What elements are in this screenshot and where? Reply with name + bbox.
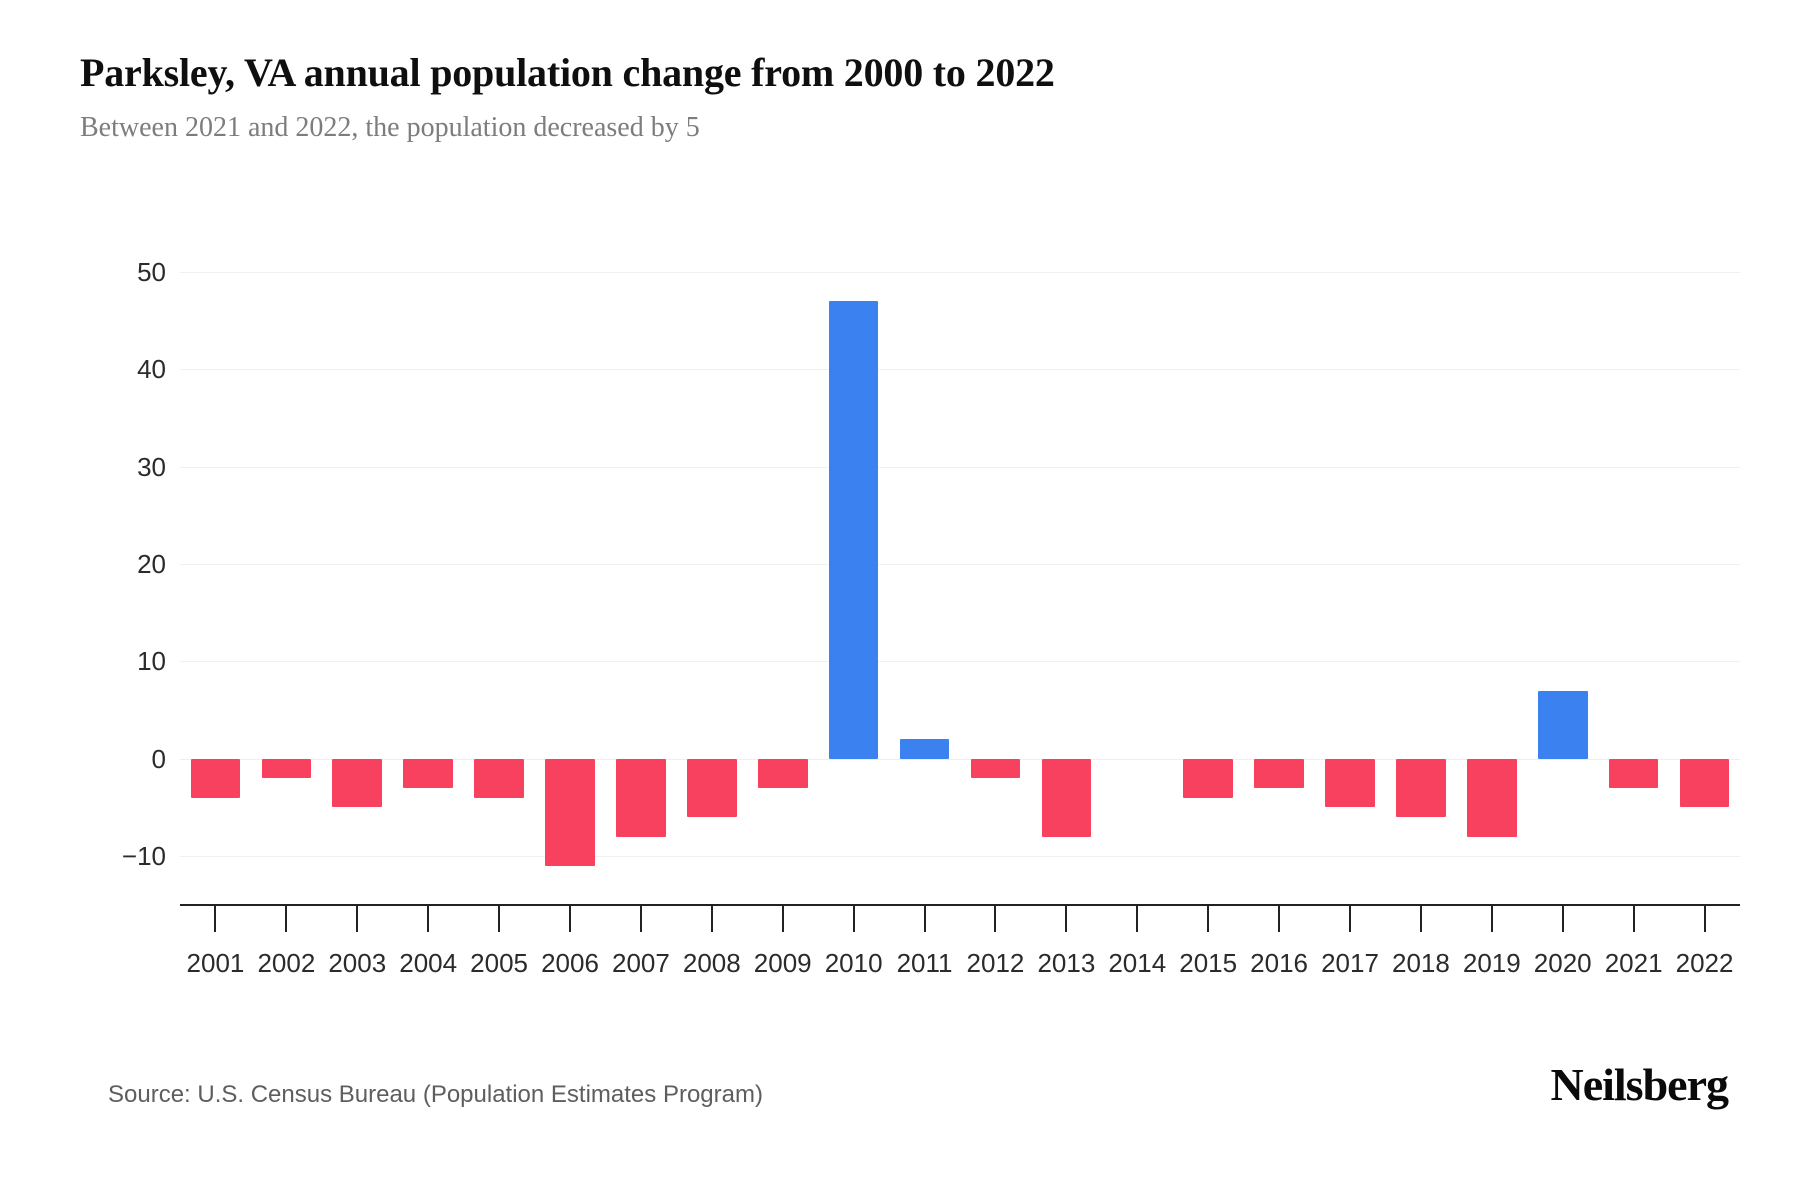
gridline: [180, 564, 1740, 565]
gridline: [180, 758, 1740, 760]
x-axis-tick: [781, 906, 784, 932]
x-axis-tick: [1632, 906, 1635, 932]
bar-2013[interactable]: [1041, 758, 1092, 837]
x-axis-tick-label: 2004: [399, 948, 458, 978]
x-axis-tick-label: 2018: [1391, 948, 1450, 978]
y-axis-tick-label: 20: [137, 549, 166, 579]
x-axis-tick: [214, 906, 217, 932]
y-axis-tick-label: 10: [137, 646, 166, 677]
x-axis-tick-label: 2006: [541, 948, 599, 978]
x-axis-tick: [1703, 906, 1706, 932]
x-axis-tick: [498, 906, 501, 932]
x-axis-tick: [1065, 906, 1068, 932]
gridline: [180, 369, 1740, 371]
x-axis-tick-label: 2008: [682, 948, 741, 978]
chart-header: Parksley, VA annual population change fr…: [80, 48, 1720, 146]
x-axis-tick-label: 2012: [966, 948, 1025, 978]
bar-2002[interactable]: [261, 758, 312, 779]
gridline: [180, 466, 1740, 468]
x-axis-tick-label: 2019: [1462, 948, 1521, 978]
bar-2009[interactable]: [757, 758, 808, 788]
y-axis-tick-label: −10: [121, 841, 166, 871]
bar-2007[interactable]: [616, 758, 666, 837]
x-axis-line: [180, 904, 1740, 906]
source-note: Source: U.S. Census Bureau (Population E…: [108, 1081, 763, 1108]
x-axis-tick: [994, 906, 997, 932]
x-axis-tick: [285, 906, 288, 932]
x-axis-tick-label: 2022: [1675, 948, 1734, 978]
bar-2010[interactable]: [828, 301, 879, 759]
x-axis-tick-label: 2013: [1037, 948, 1096, 978]
x-axis-tick-label: 2021: [1604, 948, 1663, 978]
y-axis-tick-label: 0: [151, 743, 166, 774]
bar-2018[interactable]: [1396, 758, 1446, 818]
x-axis-tick-label: 2002: [257, 948, 316, 978]
bar-2021[interactable]: [1608, 758, 1659, 788]
x-axis-tick-label: 2015: [1179, 948, 1238, 978]
brand-logo: Neilsberg: [1550, 1059, 1729, 1110]
bar-2017[interactable]: [1325, 758, 1375, 808]
x-axis-tick: [569, 906, 571, 932]
x-axis-tick: [1136, 906, 1139, 932]
x-axis-tick: [1349, 906, 1351, 932]
x-axis-tick: [923, 906, 926, 932]
bar-2004[interactable]: [403, 758, 453, 788]
x-axis-tick: [1278, 906, 1281, 932]
x-axis-tick-label: 2009: [753, 948, 812, 978]
x-axis-tick: [427, 906, 430, 932]
x-axis-tick-label: 2001: [186, 948, 245, 978]
y-axis-tick-label: 40: [137, 354, 166, 385]
x-axis-tick: [852, 906, 855, 932]
bar-2019[interactable]: [1467, 758, 1517, 837]
page-title: Parksley, VA annual population change fr…: [80, 50, 1055, 95]
gridline: [180, 272, 1740, 273]
gridlines-layer: [180, 0, 1740, 1200]
x-axis-tick-label: 2010: [824, 948, 883, 978]
bar-2011[interactable]: [899, 739, 950, 759]
x-axis-tick-label: 2011: [896, 948, 953, 978]
x-axis-tick-label: 2007: [611, 948, 670, 978]
x-axis-tick-label: 2003: [328, 948, 387, 978]
x-axis-tick: [1561, 906, 1564, 932]
gridline: [180, 856, 1740, 857]
x-axis-tick: [710, 906, 713, 932]
x-axis-tick-label: 2016: [1250, 948, 1308, 978]
x-axis-tick-label: 2005: [470, 948, 528, 978]
bar-2012[interactable]: [970, 758, 1021, 779]
y-axis-tick-label: 50: [137, 257, 166, 287]
bar-2020[interactable]: [1537, 690, 1588, 759]
y-axis-tick-label: 30: [137, 451, 166, 482]
x-axis-tick-label: 2017: [1321, 948, 1379, 978]
bar-2003[interactable]: [332, 758, 383, 808]
x-axis-tick: [639, 906, 642, 932]
bar-2015[interactable]: [1183, 758, 1233, 798]
chart-subtitle: Between 2021 and 2022, the population de…: [80, 112, 700, 143]
bar-2006[interactable]: [545, 758, 595, 866]
x-axis-tick: [1419, 906, 1422, 932]
x-axis-tick: [1490, 906, 1493, 932]
bar-2001[interactable]: [190, 758, 241, 798]
bar-2008[interactable]: [687, 758, 737, 818]
x-axis-tick-label: 2020: [1533, 948, 1592, 978]
x-axis-tick-label: 2014: [1108, 948, 1167, 978]
x-axis-tick: [356, 906, 359, 932]
bar-2005[interactable]: [474, 758, 524, 798]
gridline: [180, 661, 1740, 663]
bar-2022[interactable]: [1679, 758, 1730, 808]
bar-2016[interactable]: [1254, 758, 1304, 788]
x-axis-tick: [1207, 906, 1210, 932]
